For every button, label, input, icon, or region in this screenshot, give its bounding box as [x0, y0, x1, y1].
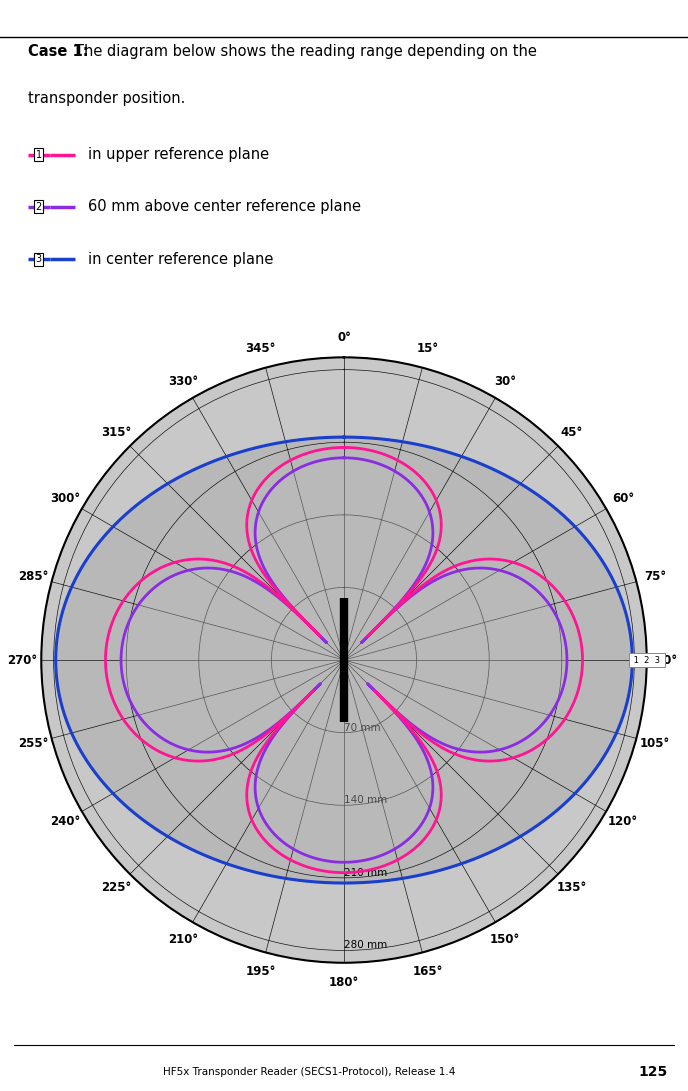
Text: 1: 1 — [36, 149, 42, 159]
Text: 1  2  3: 1 2 3 — [632, 656, 663, 664]
Text: 125: 125 — [638, 1065, 667, 1079]
Text: HF5x Transponder Reader (SECS1-Protocol), Release 1.4: HF5x Transponder Reader (SECS1-Protocol)… — [164, 1067, 455, 1077]
Polygon shape — [121, 458, 567, 862]
Text: 3: 3 — [36, 254, 42, 264]
Text: in center reference plane: in center reference plane — [87, 252, 273, 266]
Text: 2: 2 — [36, 202, 42, 212]
Text: The diagram below shows the reading range depending on the: The diagram below shows the reading rang… — [75, 44, 537, 59]
Text: in upper reference plane: in upper reference plane — [87, 147, 269, 163]
Text: transponder position.: transponder position. — [28, 92, 185, 106]
Text: 60 mm above center reference plane: 60 mm above center reference plane — [87, 200, 361, 214]
Polygon shape — [56, 437, 632, 883]
Text: Case 1:: Case 1: — [28, 44, 88, 59]
